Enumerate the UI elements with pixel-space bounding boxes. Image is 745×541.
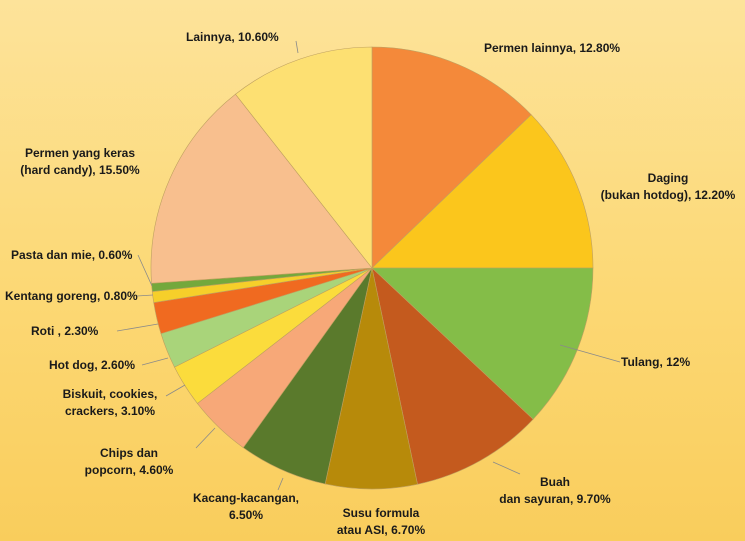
pie-slice [371,267,594,420]
leader-line [165,384,186,397]
slice-label: Daging (bukan hotdog), 12.20% [601,171,736,202]
slice-label: Chips dan popcorn, 4.60% [85,446,174,477]
pie-slice [235,46,373,269]
leader-line [136,294,154,297]
slice-label: Hot dog, 2.60% [49,358,135,372]
pie-slice [371,114,594,269]
slice-label: Kentang goreng, 0.80% [5,289,138,303]
pie-slices [150,46,594,490]
slice-label: Tulang, 12% [621,355,690,369]
leader-line [277,477,284,491]
slice-label: Buah dan sayuran, 9.70% [499,475,611,506]
slice-label: Permen yang keras (hard candy), 15.50% [20,146,140,177]
slice-label: Roti , 2.30% [31,324,99,338]
leader-line [116,323,159,332]
pie-slice [150,93,373,284]
leader-line [141,357,169,366]
slice-label: Susu formula atau ASI, 6.70% [337,506,426,537]
slice-label: Lainnya, 10.60% [186,30,279,44]
leader-line [295,40,299,54]
pie-slice [371,267,534,485]
slice-label: Pasta dan mie, 0.60% [11,248,133,262]
leader-lines [116,40,621,491]
leader-line [492,461,521,475]
slice-label: Kacang-kacangan, 6.50% [193,491,299,522]
leader-line [195,427,216,449]
leader-line [137,254,153,287]
pie-slice [371,46,532,269]
slice-label: Biskuit, cookies, crackers, 3.10% [63,387,158,418]
slice-label: Permen lainnya, 12.80% [484,41,620,55]
leader-line [559,344,621,363]
slice-labels: Permen lainnya, 12.80% Daging (bukan hotdo… [5,30,736,537]
